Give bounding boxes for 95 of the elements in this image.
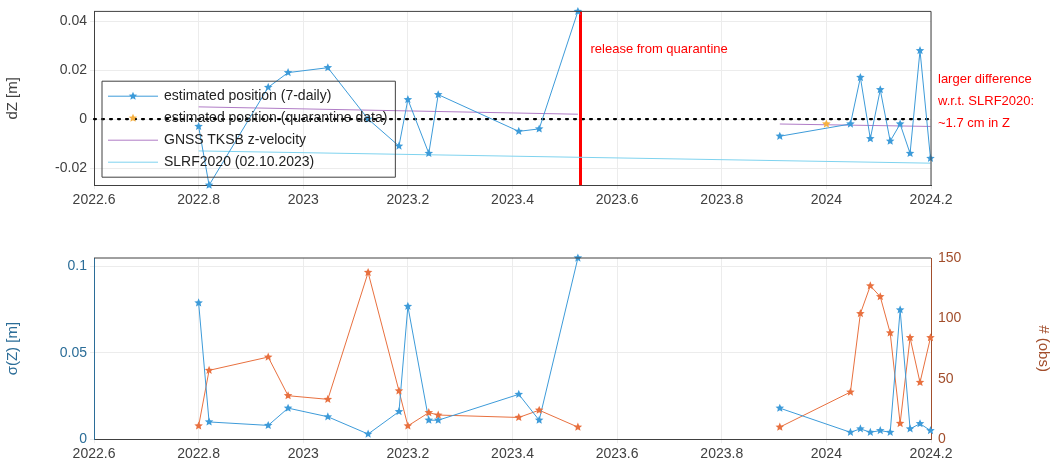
ref-line-label: release from quarantine: [590, 40, 728, 56]
point: [323, 412, 333, 421]
point: [424, 408, 434, 417]
y2-tick-label: 0: [938, 430, 946, 447]
x-tick-label: 2023.6: [595, 445, 639, 462]
point: [866, 134, 875, 143]
point: [875, 292, 885, 301]
point: [283, 391, 293, 400]
x-tick-label: 2024.2: [909, 445, 953, 462]
point: [194, 121, 203, 131]
text: larger difference w.r.t. SLRF2020: ~1.7 cm in Z: [937, 71, 1035, 131]
point: [775, 131, 785, 140]
x-tick-label: 2022.8: [177, 445, 221, 462]
y-tick-label: 0: [79, 430, 88, 447]
x-tick-label: 2022.8: [177, 191, 221, 208]
point: [856, 424, 865, 433]
point: [514, 412, 524, 422]
x-tick-label: 2023.6: [595, 191, 639, 208]
y2-tick-label: 100: [938, 309, 962, 326]
point: [323, 394, 333, 403]
point: [856, 72, 865, 82]
y-tick-label: -0.02: [55, 158, 88, 175]
x-tick-label: 2022.6: [72, 191, 116, 208]
point: [394, 386, 404, 395]
x-tick-label: 2023: [287, 445, 320, 462]
y2-axis-title: # (obs): [1035, 325, 1053, 372]
x-tick-label: 2023: [287, 191, 320, 208]
point: [394, 141, 404, 150]
point: [926, 333, 935, 342]
point: [514, 389, 524, 398]
point: [846, 119, 855, 128]
x-tick-label: 2024: [810, 191, 843, 208]
y2-tick-label: 50: [938, 369, 954, 386]
point: [905, 424, 915, 433]
point: [885, 328, 895, 337]
point: [433, 90, 443, 99]
point: [856, 309, 865, 318]
point: [905, 148, 915, 158]
y-tick-label: 0.1: [67, 257, 88, 274]
point: [263, 420, 273, 430]
point: [822, 119, 831, 128]
point: [363, 268, 373, 277]
point: [363, 429, 373, 438]
y2-tick-label: 150: [938, 248, 962, 265]
point: [915, 377, 925, 387]
point: [424, 148, 434, 158]
point: [263, 352, 273, 361]
point: [866, 281, 875, 290]
legend-label: GNSS TKSB z-velocity: [164, 131, 307, 148]
point: [775, 422, 785, 431]
point: [204, 417, 214, 426]
point: [394, 407, 404, 416]
point: [915, 46, 925, 55]
x-tick-label: 2022.6: [72, 445, 116, 462]
x-tick-label: 2023.2: [386, 191, 430, 208]
x-tick-label: 2023.8: [700, 191, 744, 208]
point: [534, 124, 544, 133]
point: [403, 421, 413, 430]
point: [915, 419, 925, 428]
x-tick-label: 2024: [810, 445, 843, 462]
x-tick-label: 2023.4: [491, 445, 535, 462]
point: [194, 298, 203, 307]
point: [895, 119, 905, 128]
y-tick-label: 0.02: [59, 61, 88, 78]
point: [895, 305, 905, 314]
y-tick-label: 0.05: [59, 343, 88, 360]
y-axis-title: dZ [m]: [3, 77, 21, 120]
point: [846, 427, 855, 436]
y-axis-title: σ(Z) [m]: [3, 321, 21, 376]
point: [433, 410, 443, 419]
x-tick-label: 2023.2: [386, 445, 430, 462]
point: [775, 403, 785, 412]
x-tick-label: 2024.2: [909, 191, 953, 208]
y-tick-label: 0.04: [59, 12, 88, 29]
point: [403, 95, 413, 104]
point: [424, 415, 434, 424]
point: [204, 365, 214, 374]
point: [194, 421, 203, 430]
y-tick-label: 0: [79, 109, 88, 126]
point: [846, 387, 855, 396]
point: [283, 68, 293, 77]
x-tick-label: 2023.8: [700, 445, 744, 462]
point: [885, 136, 895, 145]
point: [926, 426, 935, 435]
point: [875, 426, 885, 435]
point: [323, 63, 333, 72]
point: [514, 126, 524, 135]
point: [905, 333, 915, 342]
point: [866, 427, 875, 436]
legend-label: estimated position (7-daily): [164, 87, 332, 104]
point: [885, 427, 895, 436]
point: [403, 301, 413, 310]
point: [875, 85, 885, 94]
x-tick-label: 2023.4: [491, 191, 535, 208]
point: [895, 419, 905, 428]
